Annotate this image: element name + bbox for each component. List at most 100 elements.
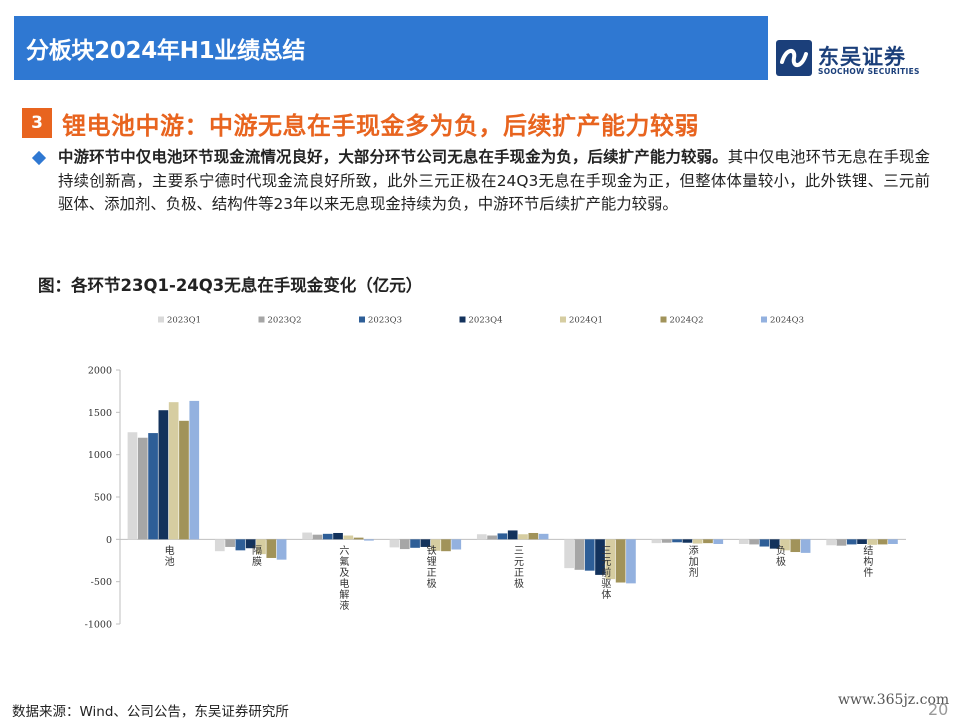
x-category-label: 三元正极: [512, 545, 524, 589]
figure-title: 图：各环节23Q1-24Q3无息在手现金变化（亿元）: [38, 276, 423, 295]
legend-label: 2023Q2: [268, 316, 302, 326]
bar: [857, 539, 867, 544]
legend-label: 2023Q4: [469, 316, 503, 326]
bar: [451, 539, 462, 550]
bar: [780, 539, 790, 551]
bar: [353, 537, 364, 540]
bullet-paragraph: 中游环节中仅电池环节现金流情况良好，大部分环节公司无息在手现金为负，后续扩产能力…: [58, 146, 930, 217]
bar: [430, 539, 441, 551]
bar: [564, 539, 574, 569]
diamond-bullet-icon: [31, 150, 47, 166]
bar: [867, 539, 878, 545]
bar: [497, 533, 508, 540]
logo-name-cn: 东吴证券: [818, 45, 906, 69]
bar: [441, 539, 451, 552]
legend-swatch: [158, 316, 164, 323]
x-category-label: 铁锂正极: [424, 544, 436, 589]
page-title: 分板块2024年H1业绩总结: [26, 38, 306, 64]
bar: [158, 410, 169, 540]
legend-label: 2024Q2: [670, 316, 704, 326]
y-tick-label: -1000: [85, 620, 112, 631]
bar: [399, 539, 410, 550]
bar: [846, 539, 857, 545]
watermark: www.365jz.com: [838, 692, 950, 708]
x-category-label: 结构件: [861, 544, 873, 578]
y-tick-label: 0: [106, 535, 112, 546]
bar: [538, 533, 549, 540]
x-category-label: 六氟及电解液: [337, 545, 349, 611]
bar: [528, 532, 539, 540]
bar: [476, 534, 487, 540]
bar: [137, 437, 148, 540]
bar: [836, 539, 847, 546]
bar: [692, 539, 703, 544]
bar: [333, 532, 343, 540]
data-source: 数据来源：Wind、公司公告，东吴证券研究所: [12, 704, 289, 720]
y-tick-label: -500: [91, 577, 112, 588]
bar: [888, 539, 898, 544]
bar: [302, 532, 312, 540]
bar: [826, 539, 836, 546]
bar: [749, 539, 759, 545]
bar: [245, 539, 256, 549]
bar: [148, 433, 158, 540]
y-tick-label: 1000: [88, 450, 112, 461]
bar: [410, 539, 420, 548]
legend-label: 2023Q3: [368, 316, 402, 326]
legend-label: 2024Q1: [569, 316, 603, 326]
section-number: 3: [22, 108, 52, 138]
bar: [179, 420, 189, 540]
bullet-body-text: 其中仅电池环节无息在手现金持续创新高，主要系宁德时代现金流良好所致，此外三元正极…: [58, 148, 930, 213]
bar: [235, 539, 246, 551]
bar: [518, 534, 528, 540]
bar: [256, 539, 266, 555]
bar: [877, 539, 888, 545]
bar: [713, 539, 724, 544]
bar-chart: 2000 1500 1000 500 0 -500 -1000 2023Q1 2023Q2 202…: [85, 316, 906, 631]
x-category-label: 隔膜: [250, 545, 262, 567]
legend-swatch: [258, 316, 265, 323]
bar: [168, 402, 179, 540]
bar: [507, 530, 518, 540]
bar: [389, 539, 400, 548]
bar: [651, 539, 662, 544]
bar: [266, 539, 277, 558]
bar: [574, 539, 585, 570]
bar: [672, 539, 682, 543]
bar: [626, 539, 636, 584]
bar: [738, 539, 749, 544]
bar: [127, 432, 138, 540]
company-logo: 东吴证券 SOOCHOW SECURITIES: [776, 40, 936, 80]
x-category-label: 负极: [774, 544, 786, 567]
bar: [682, 539, 693, 543]
legend-swatch: [761, 316, 767, 323]
y-tick-label: 500: [94, 493, 112, 504]
bar: [800, 539, 811, 553]
bar: [312, 534, 323, 540]
bar: [605, 539, 616, 580]
page-number: 20: [928, 700, 949, 719]
bar: [343, 535, 354, 540]
bar: [189, 400, 200, 540]
bar: [214, 539, 225, 552]
bar: [769, 539, 780, 549]
logo-name-en: SOOCHOW SECURITIES: [818, 67, 920, 76]
bar: [703, 539, 713, 544]
legend-swatch: [359, 316, 365, 323]
bar: [487, 535, 497, 540]
x-category-label: 电池: [162, 544, 174, 567]
x-category-label: 添加剂: [686, 544, 698, 578]
bar: [595, 539, 605, 575]
bullet-bold-text: 中游环节中仅电池环节现金流情况良好，大部分环节公司无息在手现金为负，后续扩产能力…: [58, 148, 728, 166]
x-category-label: 三元前驱体: [599, 545, 611, 600]
bar: [420, 539, 431, 547]
logo-icon: [776, 40, 812, 76]
y-tick-label: 1500: [88, 408, 112, 419]
bar: [276, 539, 287, 560]
bar: [322, 533, 333, 540]
bar: [584, 539, 595, 571]
bar: [615, 539, 626, 583]
bar: [225, 539, 235, 547]
bar: [790, 539, 801, 553]
legend-swatch: [660, 316, 667, 323]
